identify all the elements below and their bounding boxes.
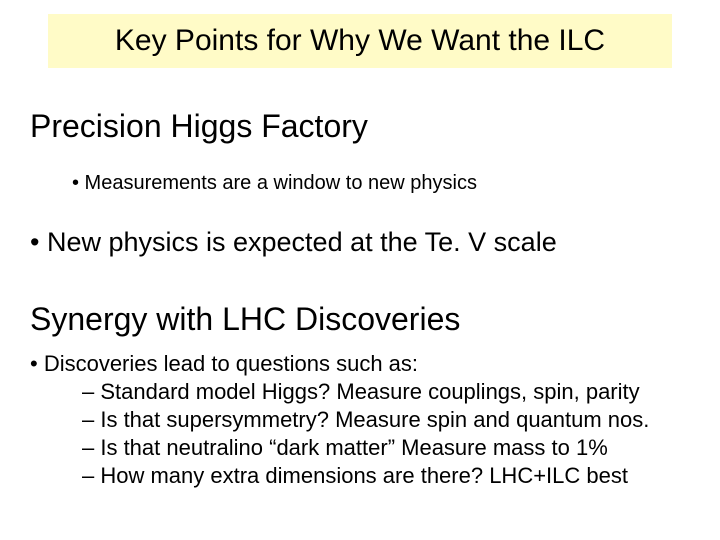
slide: { "title": "Key Points for Why We Want t… <box>0 0 720 540</box>
title-box: Key Points for Why We Want the ILC <box>48 14 672 68</box>
sub-bullet-4: – How many extra dimensions are there? L… <box>82 463 628 489</box>
bullet-measurements: • Measurements are a window to new physi… <box>72 172 477 195</box>
heading-synergy: Synergy with LHC Discoveries <box>30 301 460 338</box>
bullet-new-physics: • New physics is expected at the Te. V s… <box>30 227 557 258</box>
heading-precision: Precision Higgs Factory <box>30 108 368 145</box>
sub-bullet-1: – Standard model Higgs? Measure coupling… <box>82 379 640 405</box>
sub-bullet-3: – Is that neutralino “dark matter” Measu… <box>82 435 608 461</box>
slide-title: Key Points for Why We Want the ILC <box>115 24 605 58</box>
bullet-discoveries-lead: • Discoveries lead to questions such as: <box>30 351 418 377</box>
sub-bullet-2: – Is that supersymmetry? Measure spin an… <box>82 407 649 433</box>
